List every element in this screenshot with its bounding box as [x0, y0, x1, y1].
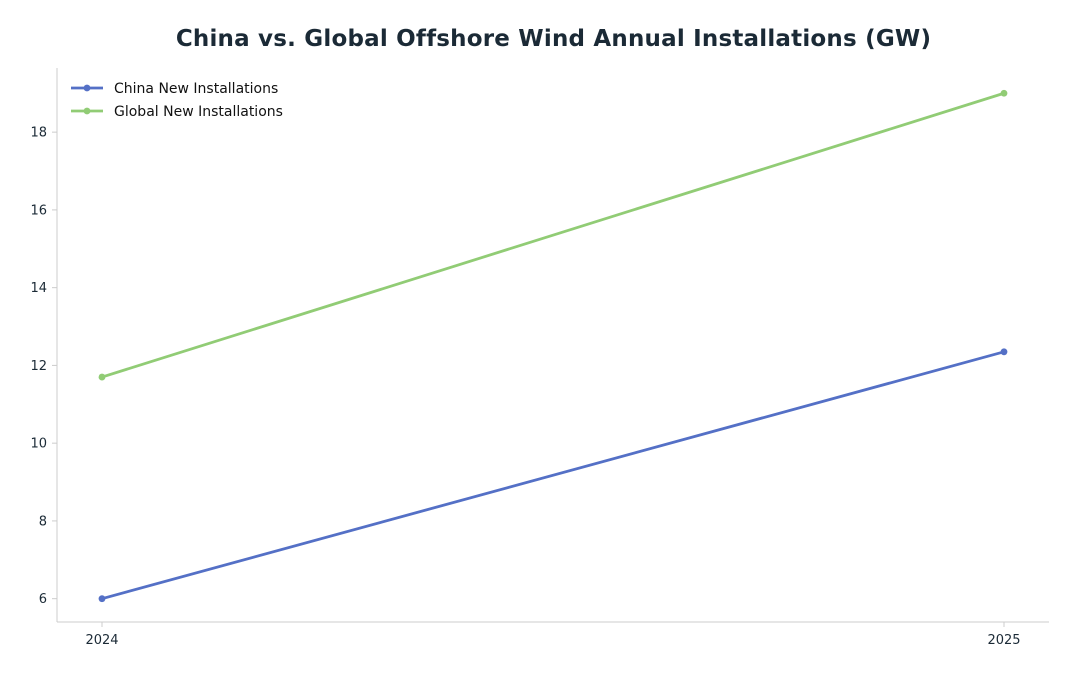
x-tick-label: 2024: [85, 633, 118, 648]
x-tick-label: 2025: [987, 633, 1020, 648]
y-tick-label: 8: [39, 514, 47, 529]
chart-title: China vs. Global Offshore Wind Annual In…: [175, 26, 932, 52]
y-tick-label: 6: [39, 592, 47, 607]
legend-label: China New Installations: [114, 81, 278, 97]
y-tick-label: 10: [30, 437, 47, 452]
y-tick-label: 18: [30, 126, 47, 141]
y-tick-label: 16: [30, 203, 47, 218]
y-tick-label: 12: [30, 359, 47, 374]
legend-swatch-marker: [83, 107, 91, 115]
data-point: [98, 595, 106, 603]
chart-legend: China New Installations Global New Instal…: [71, 81, 283, 120]
data-point: [1000, 348, 1008, 356]
y-tick-label: 14: [30, 281, 47, 296]
chart-axes: 6 8 10 12 14 16 18 2024 2025: [30, 68, 1049, 648]
legend-label: Global New Installations: [114, 104, 283, 120]
legend-swatch-marker: [83, 84, 91, 92]
series-line: [100, 350, 1006, 601]
data-point: [98, 373, 106, 381]
series-line: [100, 91, 1006, 379]
data-point: [1000, 89, 1008, 97]
series-layer: [98, 89, 1008, 603]
